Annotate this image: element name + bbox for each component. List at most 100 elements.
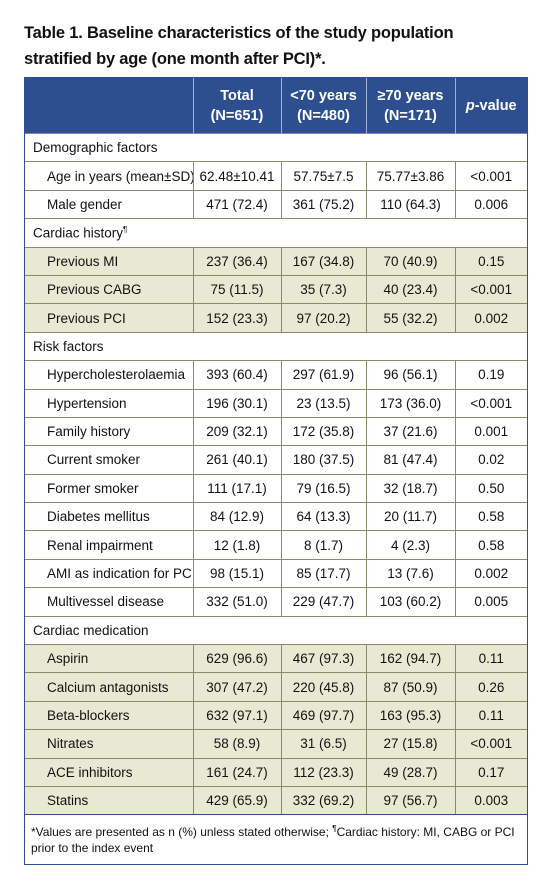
table-row: Current smoker 261 (40.1) 180 (37.5) 81 (47… bbox=[25, 445, 527, 475]
cell-p-value: 0.003 bbox=[454, 785, 527, 815]
header-70-plus-line1: ≥70 years bbox=[377, 87, 444, 104]
cell-total: 393 (60.4) bbox=[192, 360, 281, 390]
section-row: Cardiac medication bbox=[25, 615, 527, 645]
section-title-text: Cardiac medication bbox=[33, 622, 149, 638]
cell-p-value: <0.001 bbox=[454, 274, 527, 304]
cell-under-70: 31 (6.5) bbox=[280, 729, 366, 759]
table-caption: Table 1. Baseline characteristics of the… bbox=[24, 24, 454, 68]
cell-70-plus: 37 (21.6) bbox=[365, 416, 455, 446]
header-under-70: <70 years (N=480) bbox=[280, 78, 366, 134]
cell-70-plus: 70 (40.9) bbox=[365, 246, 455, 276]
cell-p-value: <0.001 bbox=[454, 388, 527, 418]
row-label: Calcium antagonists bbox=[25, 672, 193, 702]
cell-total: 261 (40.1) bbox=[192, 445, 281, 475]
header-p-rest: -value bbox=[474, 97, 517, 114]
row-label: Hypercholesterolaemia bbox=[25, 360, 193, 390]
table-row: Age in years (mean±SD) 62.48±10.41 57.75±7… bbox=[25, 161, 527, 191]
cell-p-value: 0.50 bbox=[454, 473, 527, 503]
row-label: Aspirin bbox=[25, 644, 193, 673]
table-body: Demographic factors Age in years (mean±SD… bbox=[25, 132, 527, 815]
cell-under-70: 97 (20.2) bbox=[280, 303, 366, 333]
row-label: Previous MI bbox=[25, 246, 193, 276]
baseline-table: Total (N=651) <70 years (N=480) ≥70 years (… bbox=[25, 78, 527, 815]
table-row: Previous MI 237 (36.4) 167 (34.8) 70 (40.9)… bbox=[25, 246, 527, 276]
cell-70-plus: 55 (32.2) bbox=[365, 303, 455, 333]
cell-p-value: 0.19 bbox=[454, 360, 527, 390]
cell-p-value: 0.15 bbox=[454, 246, 527, 276]
section-title-symbol: ¶ bbox=[123, 225, 128, 235]
cell-total: 12 (1.8) bbox=[192, 530, 281, 560]
table-header-row: Total (N=651) <70 years (N=480) ≥70 years (… bbox=[25, 78, 527, 134]
cell-70-plus: 75.77±3.86 bbox=[365, 161, 455, 191]
section-row: Risk factors bbox=[25, 331, 527, 361]
cell-under-70: 79 (16.5) bbox=[280, 473, 366, 503]
cell-p-value: 0.58 bbox=[454, 502, 527, 531]
cell-70-plus: 81 (47.4) bbox=[365, 445, 455, 475]
cell-70-plus: 13 (7.6) bbox=[365, 558, 455, 588]
row-label: Nitrates bbox=[25, 729, 193, 759]
cell-p-value: 0.002 bbox=[454, 558, 527, 588]
header-under-70-line2: (N=480) bbox=[297, 107, 350, 124]
cell-under-70: 467 (97.3) bbox=[280, 644, 366, 673]
cell-70-plus: 32 (18.7) bbox=[365, 473, 455, 503]
cell-p-value: <0.001 bbox=[454, 729, 527, 759]
cell-under-70: 85 (17.7) bbox=[280, 558, 366, 588]
cell-p-value: 0.005 bbox=[454, 587, 527, 617]
section-row: Cardiac history¶ bbox=[25, 218, 527, 248]
cell-under-70: 220 (45.8) bbox=[280, 672, 366, 702]
section-title: Cardiac history¶ bbox=[25, 218, 527, 248]
cell-under-70: 64 (13.3) bbox=[280, 502, 366, 531]
table-row: Previous CABG 75 (11.5) 35 (7.3) 40 (23.4) <… bbox=[25, 274, 527, 304]
cell-total: 84 (12.9) bbox=[192, 502, 281, 531]
row-label: Male gender bbox=[25, 189, 193, 219]
cell-total: 58 (8.9) bbox=[192, 729, 281, 759]
section-title: Cardiac medication bbox=[25, 615, 527, 645]
row-label: Current smoker bbox=[25, 445, 193, 475]
cell-total: 307 (47.2) bbox=[192, 672, 281, 702]
footnote-symbol: ¶ bbox=[332, 824, 337, 834]
cell-70-plus: 173 (36.0) bbox=[365, 388, 455, 418]
row-label: Former smoker bbox=[25, 473, 193, 503]
table-row: Multivessel disease 332 (51.0) 229 (47.7) 1… bbox=[25, 587, 527, 617]
table-row: Family history 209 (32.1) 172 (35.8) 37 (21… bbox=[25, 416, 527, 446]
cell-70-plus: 40 (23.4) bbox=[365, 274, 455, 304]
cell-under-70: 297 (61.9) bbox=[280, 360, 366, 390]
row-label: Multivessel disease bbox=[25, 587, 193, 617]
cell-total: 209 (32.1) bbox=[192, 416, 281, 446]
cell-p-value: 0.17 bbox=[454, 757, 527, 787]
cell-under-70: 332 (69.2) bbox=[280, 785, 366, 815]
cell-70-plus: 87 (50.9) bbox=[365, 672, 455, 702]
header-p-value: p-value bbox=[454, 78, 527, 134]
cell-70-plus: 162 (94.7) bbox=[365, 644, 455, 673]
table-row: Hypercholesterolaemia 393 (60.4) 297 (61.9… bbox=[25, 360, 527, 390]
cell-under-70: 57.75±7.5 bbox=[280, 161, 366, 191]
table-row: Aspirin 629 (96.6) 467 (97.3) 162 (94.7) 0.1… bbox=[25, 644, 527, 673]
table-footnote: *Values are presented as n (%) unless st… bbox=[25, 814, 527, 864]
row-label: Age in years (mean±SD) bbox=[25, 161, 193, 191]
table-frame: Total (N=651) <70 years (N=480) ≥70 years (… bbox=[24, 77, 528, 866]
cell-70-plus: 163 (95.3) bbox=[365, 700, 455, 730]
row-label: Statins bbox=[25, 785, 193, 815]
cell-p-value: 0.002 bbox=[454, 303, 527, 333]
cell-under-70: 172 (35.8) bbox=[280, 416, 366, 446]
cell-total: 332 (51.0) bbox=[192, 587, 281, 617]
table-row: Nitrates 58 (8.9) 31 (6.5) 27 (15.8) <0.001 bbox=[25, 729, 527, 759]
table-row: Male gender 471 (72.4) 361 (75.2) 110 (64.3… bbox=[25, 189, 527, 219]
section-title-text: Risk factors bbox=[33, 338, 104, 354]
cell-under-70: 23 (13.5) bbox=[280, 388, 366, 418]
header-under-70-line1: <70 years bbox=[290, 87, 357, 104]
row-label: Previous PCI bbox=[25, 303, 193, 333]
cell-under-70: 180 (37.5) bbox=[280, 445, 366, 475]
header-total-line2: (N=651) bbox=[210, 107, 264, 124]
cell-total: 237 (36.4) bbox=[192, 246, 281, 276]
cell-70-plus: 49 (28.7) bbox=[365, 757, 455, 787]
row-label: Previous CABG bbox=[25, 274, 193, 304]
table-row: Previous PCI 152 (23.3) 97 (20.2) 55 (32.2)… bbox=[25, 303, 527, 333]
row-label: Beta-blockers bbox=[25, 700, 193, 730]
cell-under-70: 361 (75.2) bbox=[280, 189, 366, 219]
table-row: AMI as indication for PCI 98 (15.1) 85 (17… bbox=[25, 558, 527, 588]
table-row: Diabetes mellitus 84 (12.9) 64 (13.3) 20 (1… bbox=[25, 502, 527, 531]
cell-70-plus: 110 (64.3) bbox=[365, 189, 455, 219]
row-label: ACE inhibitors bbox=[25, 757, 193, 787]
header-70-plus-line2: (N=171) bbox=[384, 107, 437, 124]
